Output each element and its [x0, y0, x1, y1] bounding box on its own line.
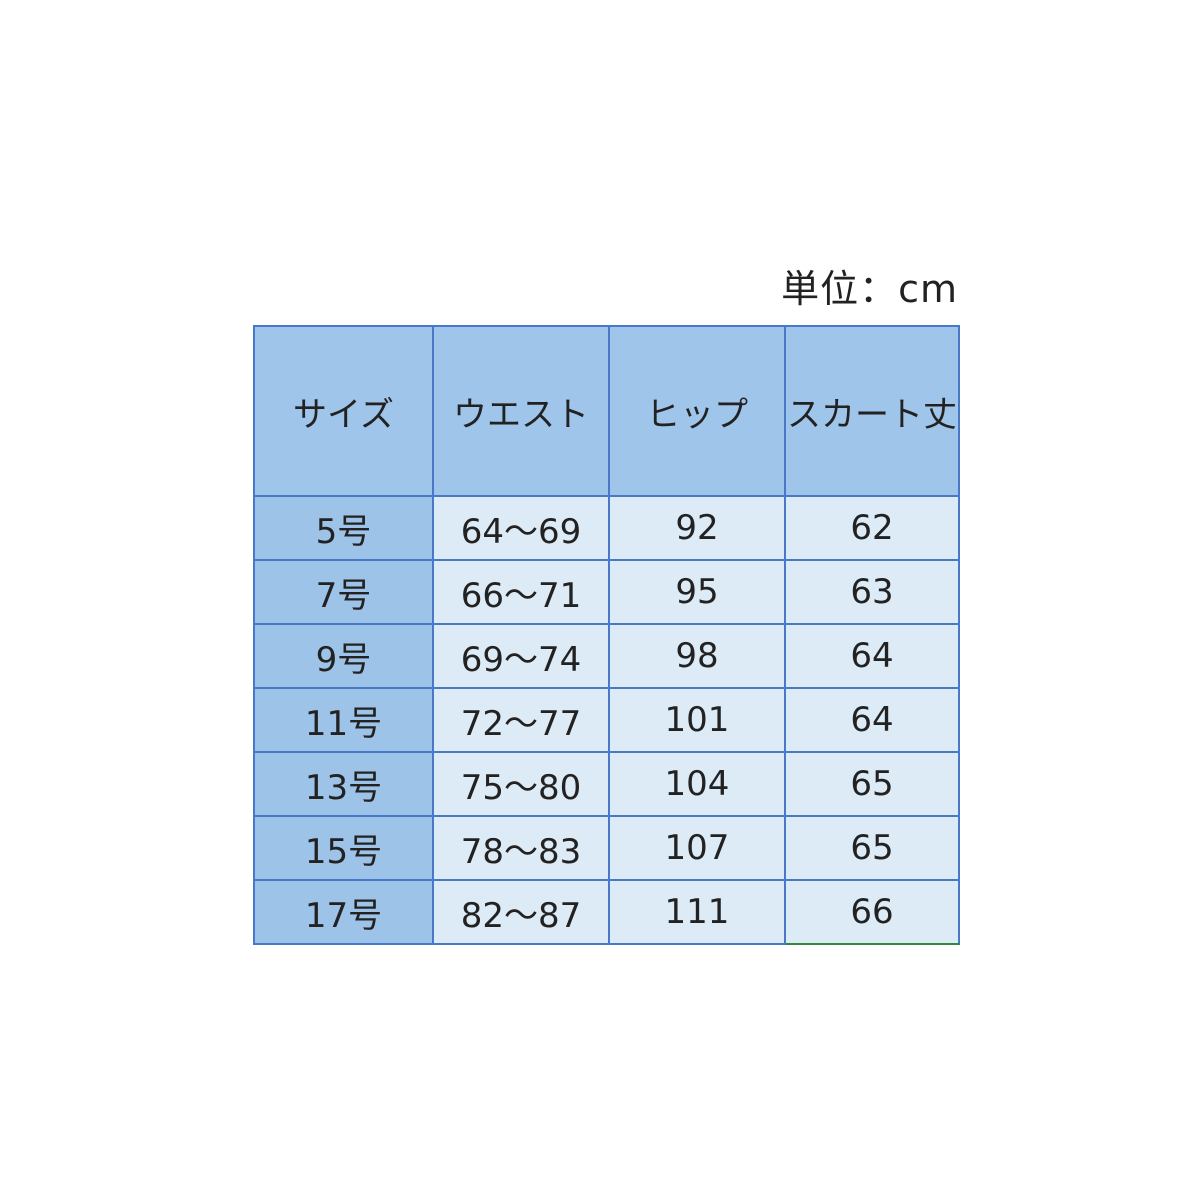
data-cell: 95	[608, 559, 786, 625]
header-cell: ウエスト	[432, 325, 610, 497]
data-cell: 98	[608, 623, 786, 689]
data-cell: 78～83	[432, 815, 610, 881]
table-body: サイズ ウエスト ヒップ スカート丈 5号 64～69 92 62 7号 66～71 95 63 9号 6…	[253, 325, 960, 945]
data-cell: 64	[784, 687, 960, 753]
data-cell: 92	[608, 495, 786, 561]
data-cell: 72～77	[432, 687, 610, 753]
data-row: 13号 75～80 104 65	[253, 751, 960, 817]
data-cell: 107	[608, 815, 786, 881]
data-cell: 111	[608, 879, 786, 945]
size-cell: 17号	[253, 879, 434, 945]
size-table: サイズ ウエスト ヒップ スカート丈 5号 64～69 92 62 7号 66～71 95 63 9号 6…	[253, 325, 960, 945]
data-cell: 63	[784, 559, 960, 625]
unit-label: 単位：cm	[781, 267, 958, 311]
data-cell: 66	[784, 879, 960, 945]
data-cell: 101	[608, 687, 786, 753]
data-row: 7号 66～71 95 63	[253, 559, 960, 625]
data-cell: 82～87	[432, 879, 610, 945]
data-row: 15号 78～83 107 65	[253, 815, 960, 881]
header-cell: スカート丈	[784, 325, 960, 497]
size-cell: 15号	[253, 815, 434, 881]
data-row: 17号 82～87 111 66	[253, 879, 960, 945]
data-cell: 75～80	[432, 751, 610, 817]
data-cell: 64～69	[432, 495, 610, 561]
header-cell: サイズ	[253, 325, 434, 497]
data-row: 11号 72～77 101 64	[253, 687, 960, 753]
size-cell: 7号	[253, 559, 434, 625]
data-row: 5号 64～69 92 62	[253, 495, 960, 561]
size-cell: 13号	[253, 751, 434, 817]
size-cell: 9号	[253, 623, 434, 689]
size-cell: 11号	[253, 687, 434, 753]
data-row: 9号 69～74 98 64	[253, 623, 960, 689]
data-cell: 62	[784, 495, 960, 561]
data-cell: 66～71	[432, 559, 610, 625]
size-cell: 5号	[253, 495, 434, 561]
data-cell: 65	[784, 815, 960, 881]
data-cell: 69～74	[432, 623, 610, 689]
data-cell: 104	[608, 751, 786, 817]
header-cell: ヒップ	[608, 325, 786, 497]
data-cell: 64	[784, 623, 960, 689]
data-cell: 65	[784, 751, 960, 817]
header-row: サイズ ウエスト ヒップ スカート丈	[253, 325, 960, 497]
